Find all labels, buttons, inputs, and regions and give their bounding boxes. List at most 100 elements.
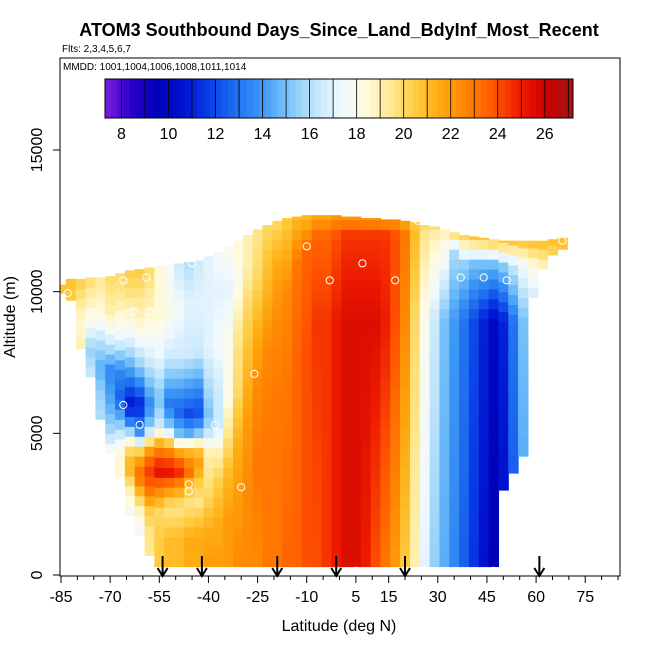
heatmap-cell — [213, 526, 224, 538]
heatmap-cell — [282, 249, 293, 260]
heatmap-cell — [124, 297, 136, 308]
heatmap-cell — [272, 447, 283, 459]
heatmap-cell — [429, 226, 441, 230]
heatmap-cell — [301, 477, 313, 488]
colorbar-tick-label: 8 — [117, 126, 126, 143]
heatmap-cell — [409, 477, 421, 488]
x-axis-label: Latitude (deg N) — [282, 618, 397, 635]
heatmap-cell — [193, 358, 205, 369]
heatmap-cell — [124, 356, 136, 368]
heatmap-cell — [272, 239, 283, 250]
heatmap-cell — [242, 378, 254, 389]
heatmap-cell — [429, 348, 441, 359]
heatmap-cell — [203, 269, 214, 280]
heatmap-cell — [488, 447, 500, 459]
heatmap-cell — [144, 426, 155, 437]
sample-point — [489, 566, 498, 575]
heatmap-cell — [390, 269, 401, 280]
heatmap-cell — [478, 437, 490, 449]
heatmap-cell — [508, 244, 519, 256]
x-tick-label: -55 — [148, 589, 171, 606]
heatmap-cell — [134, 406, 146, 417]
heatmap-cell — [233, 497, 244, 508]
heatmap-cell — [291, 546, 303, 558]
heatmap-cell — [223, 507, 234, 518]
heatmap-cell — [439, 467, 450, 478]
heatmap-cell — [439, 249, 450, 260]
heatmap-cell — [233, 397, 244, 409]
heatmap-cell — [262, 388, 273, 399]
heatmap-cell — [291, 536, 303, 548]
heatmap-cell — [311, 269, 323, 280]
heatmap-cell — [468, 546, 480, 558]
heatmap-cell — [262, 348, 273, 359]
heatmap-cell — [321, 358, 332, 369]
heatmap-cell — [429, 497, 441, 508]
heatmap-cell — [262, 259, 273, 270]
heatmap-cell — [223, 246, 234, 250]
heatmap-cell — [350, 467, 362, 478]
heatmap-cell — [331, 278, 342, 290]
x-axis: -85 -70 -55 -40 -25 -10 5 15 30 45 60 75 — [49, 576, 619, 606]
heatmap-cell — [390, 338, 401, 349]
heatmap-cell — [370, 298, 382, 310]
heatmap-cell — [331, 437, 342, 449]
sample-point — [184, 487, 193, 496]
heatmap-cell — [449, 232, 460, 240]
heatmap-cell — [95, 349, 106, 361]
heatmap-cell — [400, 546, 411, 558]
heatmap-cell — [400, 269, 411, 280]
heatmap-cell — [321, 308, 332, 320]
heatmap-cell — [242, 427, 254, 439]
x-tick-label: -70 — [99, 589, 122, 606]
heatmap-cell — [468, 507, 480, 518]
heatmap-cell — [134, 307, 146, 318]
heatmap-cell — [193, 497, 205, 508]
heatmap-cell — [144, 505, 155, 517]
heatmap-cell — [105, 284, 116, 296]
heatmap-cell — [272, 407, 283, 419]
heatmap-cell — [341, 216, 352, 221]
dates-label: MMDD: 1001,1004,1006,1008,1011,1014 — [63, 62, 247, 73]
heatmap-cell — [164, 358, 175, 369]
heatmap-cell — [213, 497, 224, 508]
heatmap-cell — [233, 447, 244, 459]
heatmap-cell — [311, 308, 323, 320]
heatmap-cell — [409, 259, 421, 270]
heatmap-cell — [400, 259, 411, 270]
colorbar-tick-label: 26 — [536, 126, 554, 143]
heatmap-cell — [331, 427, 342, 439]
heatmap-cell — [272, 378, 283, 389]
heatmap-cell — [311, 437, 323, 449]
heatmap-cell — [174, 407, 185, 419]
heatmap-cell — [518, 406, 529, 417]
heatmap-cell — [233, 516, 244, 528]
heatmap-cell — [419, 447, 431, 459]
heatmap-cell — [508, 274, 519, 286]
heatmap-cell — [350, 348, 362, 359]
heatmap-cell — [321, 437, 332, 449]
heatmap-cell — [95, 329, 106, 341]
heatmap-cell — [321, 288, 332, 300]
heatmap-cell — [65, 290, 77, 301]
heatmap-cell — [350, 259, 362, 270]
heatmap-cell — [203, 318, 214, 330]
heatmap-cell — [174, 378, 185, 389]
heatmap-cell — [321, 546, 332, 558]
heatmap-cell — [311, 507, 323, 518]
heatmap-cell — [233, 269, 244, 280]
heatmap-cell — [183, 318, 195, 330]
heatmap-cell — [105, 294, 116, 306]
heatmap-cell — [350, 388, 362, 399]
heatmap-cell — [291, 417, 303, 429]
heatmap-cell — [154, 397, 165, 409]
heatmap-cell — [301, 388, 313, 399]
heatmap-cell — [272, 388, 283, 399]
heatmap-cell — [282, 368, 293, 379]
heatmap-cell — [488, 397, 500, 409]
heatmap-cell — [459, 358, 470, 369]
heatmap-cell — [124, 505, 136, 517]
heatmap-cell — [498, 361, 509, 372]
heatmap-cell — [242, 507, 254, 518]
heatmap-cell — [350, 216, 362, 221]
